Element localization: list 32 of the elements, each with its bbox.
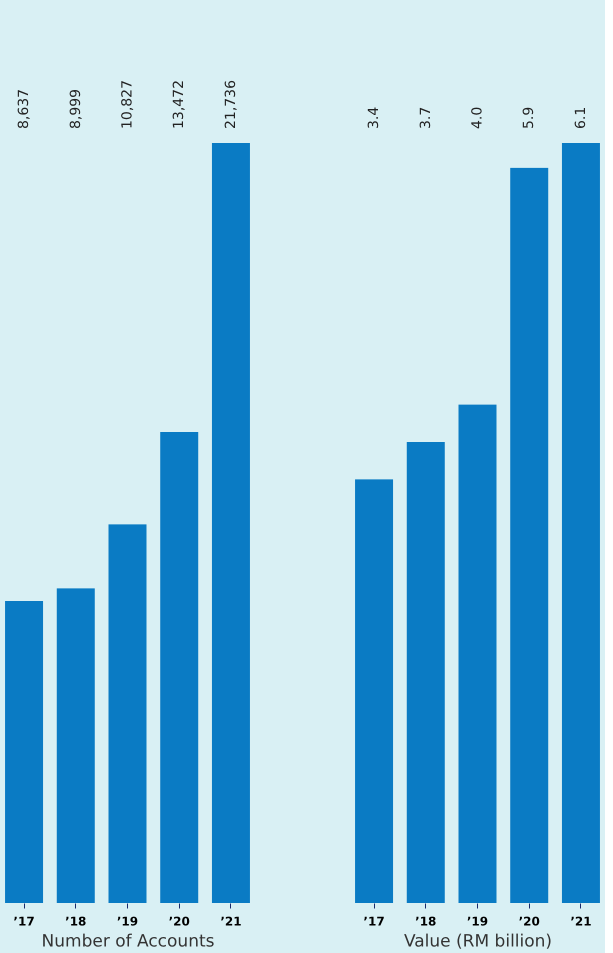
x-tick-label: ’20 [168, 914, 190, 928]
data-label: 8,637 [16, 88, 32, 129]
data-label: 10,827 [120, 80, 136, 129]
x-tick-label: ’17 [13, 914, 35, 928]
data-label: 21,736 [222, 80, 239, 129]
bar [5, 601, 44, 903]
x-tick-label: ’19 [466, 914, 488, 928]
x-tick-label: ’20 [518, 914, 540, 928]
bar [355, 479, 394, 903]
bar [406, 442, 445, 903]
bar [56, 588, 95, 903]
bar [562, 143, 600, 903]
bar [510, 168, 548, 903]
data-label: 13,472 [171, 80, 188, 129]
data-label: 6.1 [572, 106, 589, 129]
x-axis-title: Value (RM billion) [404, 932, 552, 952]
bar [108, 524, 146, 903]
data-label: 4.0 [470, 106, 486, 129]
data-label: 3.7 [418, 106, 434, 129]
x-tick-label: ’18 [65, 914, 86, 928]
x-tick-label: ’19 [116, 914, 138, 928]
x-tick-label: ’17 [363, 914, 385, 928]
data-label: 8,999 [68, 88, 84, 129]
bar [160, 432, 198, 903]
bar [212, 143, 250, 903]
data-label: 3.4 [366, 106, 382, 129]
data-label: 5.9 [521, 106, 538, 129]
x-tick-label: ’18 [415, 914, 436, 928]
x-tick-label: ’21 [220, 914, 242, 928]
bar [458, 404, 496, 903]
x-axis-title: Number of Accounts [42, 932, 215, 952]
x-tick-label: ’21 [570, 914, 592, 928]
